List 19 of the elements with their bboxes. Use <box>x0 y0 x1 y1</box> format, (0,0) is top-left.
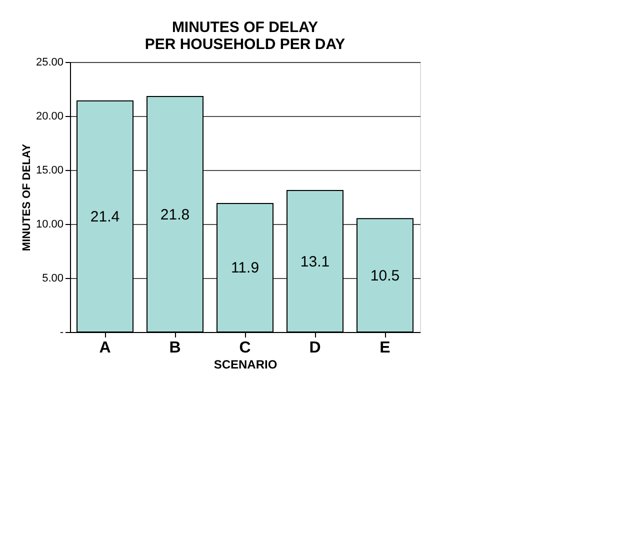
x-tick-label: C <box>239 340 252 356</box>
data-label: 21.4 <box>90 208 120 226</box>
x-tick-label: D <box>309 340 321 356</box>
data-label: 11.9 <box>230 260 260 277</box>
x-tick-label: E <box>380 340 391 356</box>
x-tick-label: B <box>169 340 181 356</box>
data-label: 13.1 <box>300 253 330 270</box>
data-label: 10.5 <box>370 267 400 284</box>
y-tick-label: 20.00 <box>36 110 64 122</box>
y-tick-label: 25.00 <box>36 56 64 68</box>
data-label: 21.8 <box>160 206 190 224</box>
x-tick-label: A <box>99 340 112 356</box>
y-tick-label: 10.00 <box>36 218 64 230</box>
y-tick-label: - <box>60 326 64 338</box>
y-axis-title: MINUTES OF DELAY <box>20 143 33 252</box>
x-axis-title: SCENARIO <box>214 358 278 372</box>
y-tick-label: 5.00 <box>42 272 64 284</box>
y-tick-label: 15.00 <box>36 164 64 176</box>
chart-title: MINUTES OF DELAY PER HOUSEHOLD PER DAY <box>144 19 346 53</box>
